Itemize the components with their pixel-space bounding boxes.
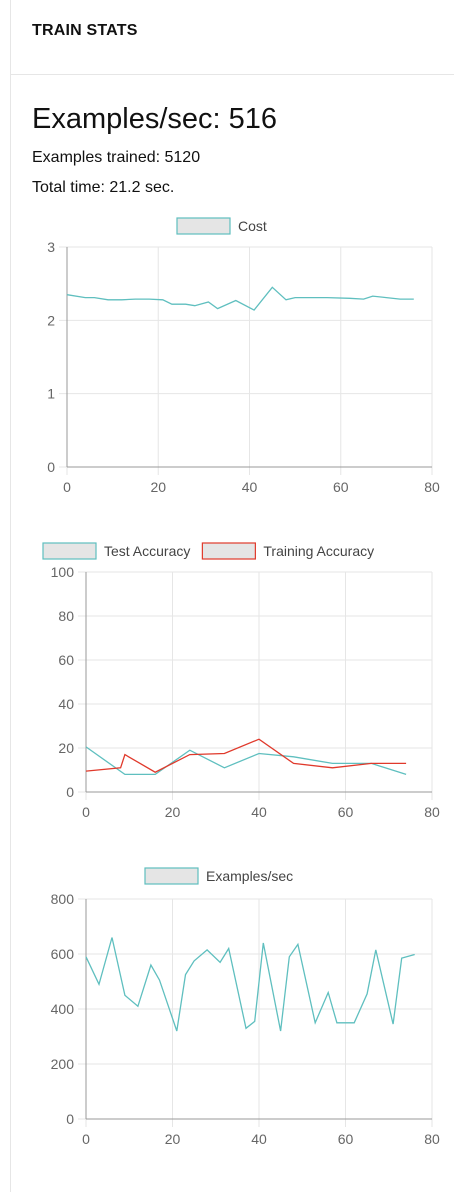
legend-label: Cost xyxy=(238,218,267,234)
series-line xyxy=(85,746,407,776)
x-tick-label: 20 xyxy=(150,479,166,495)
x-tick-label: 60 xyxy=(338,804,354,820)
y-tick-label: 80 xyxy=(58,608,74,624)
x-tick-label: 60 xyxy=(333,479,349,495)
legend-swatch xyxy=(176,217,231,235)
legend-label: Training Accuracy xyxy=(263,543,374,559)
y-tick-label: 60 xyxy=(58,652,74,668)
y-tick-label: 200 xyxy=(51,1056,75,1072)
sidebar-divider xyxy=(10,0,11,1192)
x-tick-label: 40 xyxy=(251,1131,267,1147)
legend-item[interactable]: Cost xyxy=(176,217,267,235)
y-tick-label: 1 xyxy=(47,386,55,402)
legend-item[interactable]: Test Accuracy xyxy=(42,542,190,560)
x-tick-label: 0 xyxy=(63,479,71,495)
legend-swatch xyxy=(42,542,97,560)
x-tick-label: 60 xyxy=(338,1131,354,1147)
examples-per-sec-stat: Examples/sec: 516 xyxy=(32,103,278,135)
x-tick-label: 80 xyxy=(424,479,440,495)
legend-item[interactable]: Examples/sec xyxy=(144,867,293,885)
y-tick-label: 3 xyxy=(47,239,55,255)
y-tick-label: 600 xyxy=(51,946,75,962)
y-tick-label: 100 xyxy=(51,564,75,580)
legend-item[interactable]: Training Accuracy xyxy=(201,542,374,560)
examples-per-sec-chart: Examples/sec 0 200 400 600 800 0 20 40 60 80 xyxy=(51,867,440,1147)
legend-swatch xyxy=(144,867,199,885)
y-tick-label: 400 xyxy=(51,1001,75,1017)
panel-header: TRAIN STATS xyxy=(11,0,454,75)
x-tick-label: 80 xyxy=(424,1131,440,1147)
x-tick-label: 80 xyxy=(424,804,440,820)
legend-label: Test Accuracy xyxy=(104,543,190,559)
y-tick-label: 40 xyxy=(58,696,74,712)
y-tick-label: 2 xyxy=(47,312,55,328)
total-time-stat: Total time: 21.2 sec. xyxy=(32,179,175,196)
legend-swatch xyxy=(201,542,256,560)
series-line xyxy=(85,937,415,1032)
x-tick-label: 0 xyxy=(82,804,90,820)
x-tick-label: 0 xyxy=(82,1131,90,1147)
y-tick-label: 800 xyxy=(51,891,75,907)
panel-title: TRAIN STATS xyxy=(32,22,138,39)
x-tick-label: 20 xyxy=(165,804,181,820)
y-tick-label: 0 xyxy=(47,459,55,475)
series-line xyxy=(85,738,407,773)
series-line xyxy=(66,286,414,311)
legend-label: Examples/sec xyxy=(206,868,293,884)
x-tick-label: 40 xyxy=(242,479,258,495)
cost-chart: Cost 0 1 2 3 0 20 40 60 80 xyxy=(47,217,440,495)
examples-trained-stat: Examples trained: 5120 xyxy=(32,149,201,166)
y-tick-label: 0 xyxy=(66,1111,74,1127)
x-tick-label: 20 xyxy=(165,1131,181,1147)
accuracy-chart: Test Accuracy Training Accuracy 0 20 40 60 80 1… xyxy=(42,542,440,820)
y-tick-label: 20 xyxy=(58,740,74,756)
x-tick-label: 40 xyxy=(251,804,267,820)
y-tick-label: 0 xyxy=(66,784,74,800)
